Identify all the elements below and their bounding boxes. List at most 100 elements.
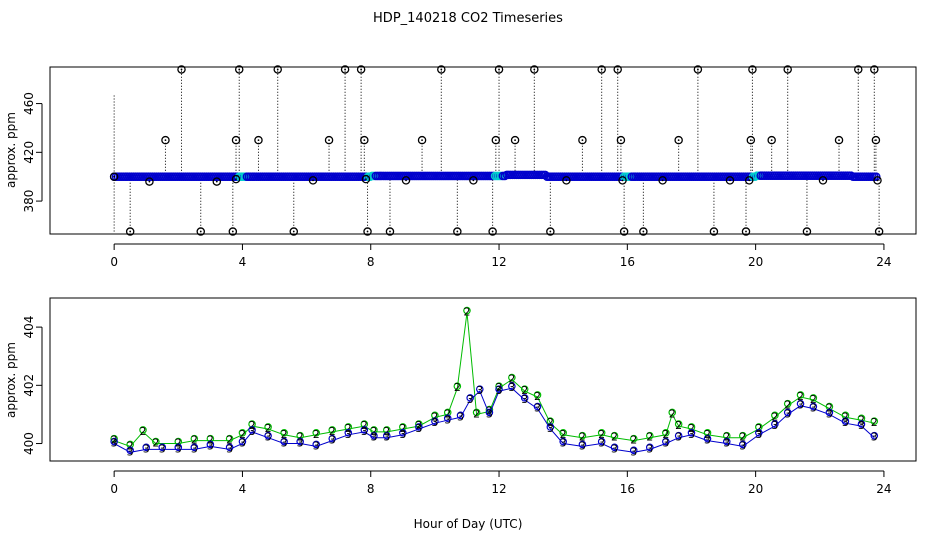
series-point-3: [857, 420, 866, 428]
series-label-2: 2: [858, 413, 865, 426]
series-label-3: 3: [444, 413, 451, 426]
outlier-point: [491, 135, 501, 145]
outlier-point-dot: [494, 139, 497, 142]
series-label-2: 2: [329, 425, 336, 438]
outlier-point: [530, 65, 539, 74]
outlier-point-dot: [600, 68, 603, 71]
outlier-point-dot: [620, 139, 622, 142]
series-label-2: 2: [127, 439, 134, 452]
outlier-point: [453, 227, 462, 236]
outlier-point-dot: [312, 179, 314, 182]
series-point-2: [328, 426, 337, 434]
series-label-3: 3: [457, 410, 464, 423]
series-label-2: 2: [415, 419, 422, 432]
outlier-point-dot: [235, 139, 237, 142]
outlier-point: [273, 65, 282, 74]
series-label-3: 3: [630, 445, 637, 458]
series-point-3: [520, 394, 529, 402]
series-label-2: 2: [361, 419, 368, 432]
y-tick-label: 420: [22, 141, 36, 164]
series-point-2: [783, 399, 792, 408]
series-label-2: 2: [842, 410, 849, 423]
outlier-point-dot: [440, 68, 443, 71]
baseline-point: [871, 172, 881, 182]
series-label-2: 2: [370, 425, 377, 438]
outlier-point: [874, 227, 884, 236]
outlier-point-dot: [328, 139, 330, 142]
outlier-point-dot: [215, 180, 218, 183]
outlier-point: [873, 176, 882, 185]
series-label-3: 3: [598, 437, 605, 450]
series-label-3: 3: [370, 431, 377, 444]
series-point-2: [415, 420, 423, 428]
series-label-3: 3: [239, 437, 246, 450]
series-point-3: [312, 440, 321, 449]
series-label-3: 3: [646, 442, 653, 455]
outlier-point-dot: [421, 139, 423, 142]
chart-title: HDP_140218 CO2 Timeseries: [373, 11, 563, 26]
series-label-3: 3: [143, 442, 150, 455]
series-line-3: [113, 387, 875, 453]
outlier-point: [360, 135, 369, 145]
series-label-2: 2: [810, 393, 817, 406]
series-label-2: 2: [723, 431, 730, 444]
series-point-3: [825, 408, 834, 417]
series-label-2: 2: [611, 431, 618, 444]
series-point-2: [629, 434, 638, 443]
series-label-3: 3: [675, 431, 682, 444]
outlier-point-dot: [533, 68, 536, 71]
series-label-2: 2: [111, 434, 118, 447]
series-label-2: 2: [826, 402, 833, 415]
bottom-plot-frame: [49, 297, 917, 462]
series-label-3: 3: [313, 439, 320, 452]
outlier-point: [818, 176, 828, 185]
outlier-point: [744, 176, 754, 185]
x-tick-label: 4: [239, 482, 247, 496]
series-label-2: 2: [313, 428, 320, 441]
series-point-2: [312, 429, 321, 437]
top-y-axis: 380 420 460: [22, 92, 43, 213]
series-point-3: [431, 417, 439, 425]
outlier-point: [709, 227, 719, 236]
outlier-point-dot: [365, 178, 367, 181]
series-point-3: [248, 426, 256, 434]
outlier-point-dot: [642, 230, 645, 233]
outlier-point-dot: [498, 68, 500, 71]
series-point-2: [264, 423, 272, 431]
series-point-2: [238, 429, 247, 437]
outlier-point: [231, 135, 241, 145]
series-label-2: 2: [297, 431, 304, 444]
series-point-3: [508, 382, 516, 391]
y-tick-label: 404: [22, 316, 36, 339]
outlier-point: [870, 65, 879, 74]
series-point-3: [662, 437, 670, 446]
outlier-point-dot: [857, 68, 860, 71]
outlier-point: [613, 65, 622, 74]
x-tick-label: 12: [491, 255, 506, 269]
series-label-3: 3: [415, 422, 422, 435]
outlier-point-dot: [822, 179, 824, 182]
outlier-point-dot: [616, 68, 619, 71]
series-point-3: [443, 414, 452, 423]
outlier-point: [161, 135, 170, 145]
series-label-2: 2: [207, 434, 214, 447]
series-label-3: 3: [383, 431, 390, 444]
outlier-point: [510, 135, 520, 145]
outlier-point: [177, 65, 186, 74]
outlier-point: [562, 176, 571, 185]
outlier-point: [289, 227, 299, 236]
series-label-2: 2: [140, 425, 147, 438]
x-tick-label: 0: [110, 255, 118, 269]
series-point-2: [463, 306, 471, 315]
outlier-point: [363, 227, 372, 236]
series-point-2: [610, 431, 619, 440]
outlier-point-dot: [231, 230, 234, 233]
series-label-2: 2: [281, 428, 288, 441]
series-point-3: [645, 443, 654, 452]
outlier-point-dot: [623, 230, 626, 233]
series-label-3: 3: [508, 381, 515, 394]
outlier-point: [254, 135, 263, 145]
outlier-point-dot: [235, 178, 237, 181]
outlier-point-dot: [148, 180, 151, 183]
